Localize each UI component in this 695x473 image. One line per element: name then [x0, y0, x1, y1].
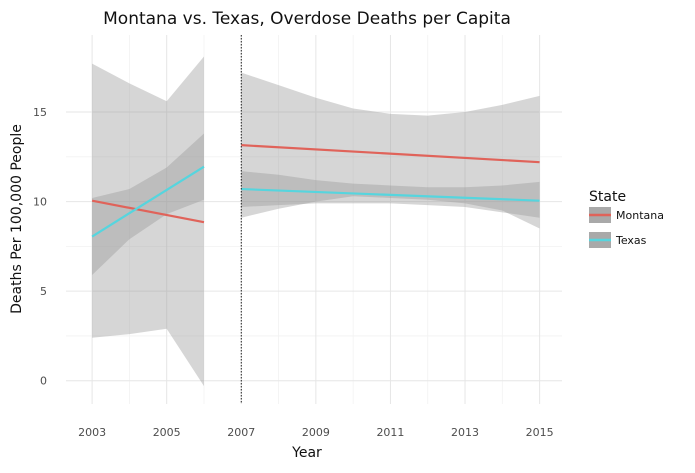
y-tick-label: 5 [40, 285, 47, 298]
chart-title: Montana vs. Texas, Overdose Deaths per C… [103, 9, 511, 29]
confidence-band-montana [92, 56, 204, 387]
y-axis-title: Deaths Per 100,000 People [9, 124, 25, 314]
trend-line-montana [91, 199, 205, 224]
x-tick-label: 2013 [451, 426, 479, 439]
x-tick-label: 2015 [526, 426, 554, 439]
y-tick-label: 15 [33, 106, 47, 119]
y-tick-label: 10 [33, 196, 47, 209]
x-tick-label: 2003 [78, 426, 106, 439]
confidence-bands [92, 56, 540, 387]
legend-label-montana: Montana [616, 209, 664, 222]
legend-title: State [589, 189, 626, 205]
legend-label-texas: Texas [615, 234, 647, 247]
x-axis-title: Year [291, 445, 322, 461]
x-tick-label: 2007 [227, 426, 255, 439]
trend-lines [91, 144, 540, 238]
confidence-band-texas [92, 133, 204, 276]
trend-line-montana [241, 144, 540, 164]
confidence-band-montana [241, 72, 540, 229]
x-tick-label: 2011 [376, 426, 404, 439]
y-tick-label: 0 [40, 375, 47, 388]
legend: State Montana Texas [589, 189, 664, 248]
x-tick-label: 2005 [153, 426, 181, 439]
x-tick-label: 2009 [302, 426, 330, 439]
x-tick-labels: 2003 2005 2007 2009 2011 2013 2015 [78, 426, 554, 439]
trend-line-texas [91, 165, 205, 238]
y-tick-labels: 0 5 10 15 [33, 106, 47, 388]
trend-line-texas [241, 187, 540, 202]
